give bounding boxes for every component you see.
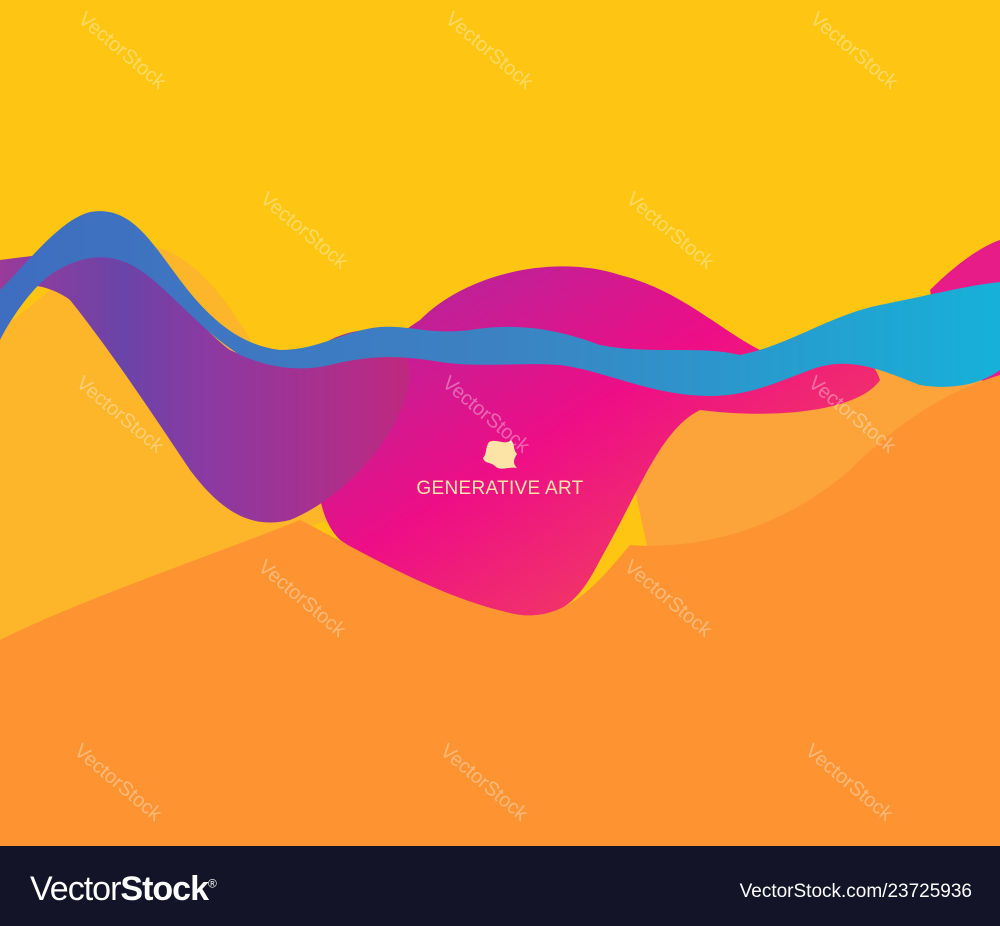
purple-wave	[0, 252, 410, 523]
brand-light: Vector	[30, 870, 121, 908]
footer-bar: VectorStock® VectorStock.com/23725936	[0, 846, 1000, 926]
brand-bold: Stock	[120, 870, 209, 908]
registered-mark: ®	[207, 876, 217, 891]
blue-ribbon	[0, 211, 1000, 396]
generative-art-caption: GENERATIVE ART	[416, 478, 584, 499]
orange-ground	[0, 375, 1000, 846]
generative-art-logo-icon	[483, 440, 517, 469]
vectorstock-logo: VectorStock®	[30, 870, 217, 909]
generative-art-illustration	[0, 0, 1000, 846]
image-id: VectorStock.com/23725936	[739, 881, 972, 902]
